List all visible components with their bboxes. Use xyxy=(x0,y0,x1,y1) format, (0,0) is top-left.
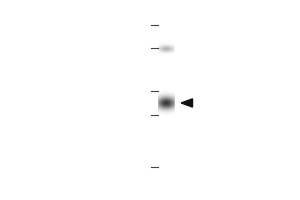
Text: m.heart: m.heart xyxy=(159,7,206,20)
Text: 72: 72 xyxy=(117,19,132,32)
Text: 17: 17 xyxy=(117,161,132,174)
Text: 55: 55 xyxy=(117,41,132,54)
Text: 36: 36 xyxy=(117,85,132,98)
Polygon shape xyxy=(181,99,193,107)
Text: 28: 28 xyxy=(117,108,132,121)
Bar xyxy=(158,9,175,193)
